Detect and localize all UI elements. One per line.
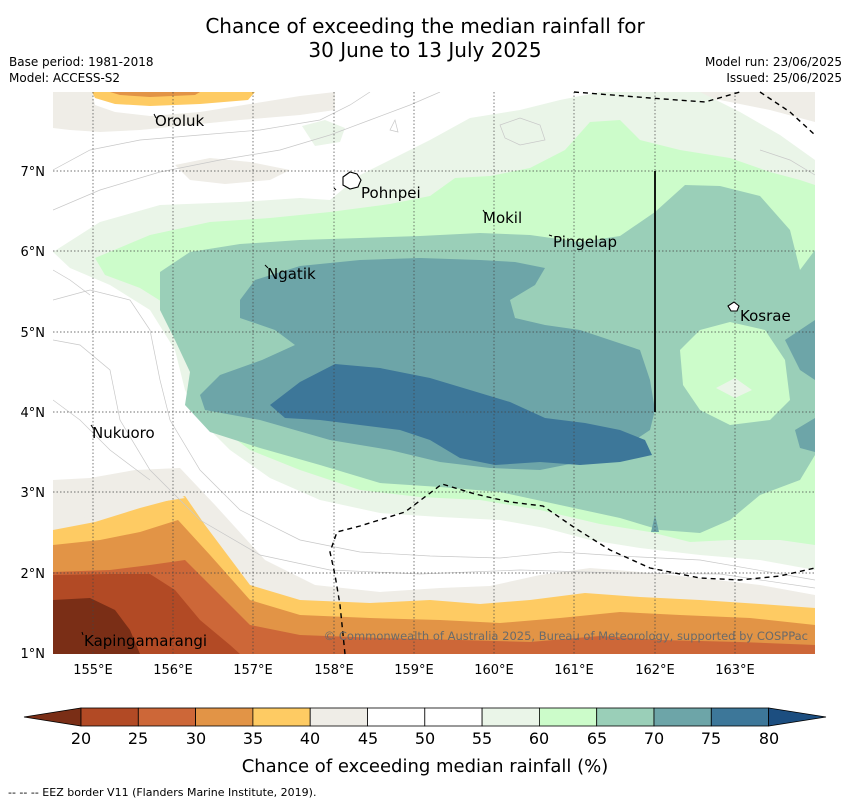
atoll-markers <box>81 113 553 636</box>
copyright-text: © Commonwealth of Australia 2025, Bureau… <box>324 629 808 643</box>
lat-label-3n: 3°N <box>21 486 46 501</box>
place-label-mokil: Mokil <box>483 209 522 227</box>
colorbar-bin-65-70 <box>596 707 655 727</box>
lon-label-158: 158°E <box>314 663 354 678</box>
colorbar-bin-25-30 <box>137 707 197 727</box>
lon-label-163: 163°E <box>715 663 755 678</box>
colorbar-title: Chance of exceeding median rainfall (%) <box>241 756 609 777</box>
colorbar-tick-65: 65 <box>586 729 608 748</box>
colorbar-tick-80: 80 <box>758 729 780 748</box>
colorbar-tick-30: 30 <box>185 729 207 748</box>
model-name: Model: ACCESS-S2 <box>9 71 121 85</box>
place-label-kapingamarangi: Kapingamarangi <box>84 632 207 650</box>
place-label-pingelap: Pingelap <box>553 233 617 251</box>
contour-below-20 <box>53 598 140 654</box>
colorbar-tick-60: 60 <box>528 729 550 748</box>
colorbar-bin-60-65 <box>539 707 598 727</box>
colorbar-bin-40-45 <box>309 707 368 727</box>
colorbar-bin-75-80 <box>710 707 769 727</box>
lat-label-1n: 1°N <box>21 647 46 662</box>
colorbar-bin-55-60 <box>481 707 540 727</box>
lon-label-157: 157°E <box>233 663 273 678</box>
colorbar-bin-70-75 <box>653 707 712 727</box>
colorbar-bin-35-40 <box>252 707 311 727</box>
lon-label-159: 159°E <box>394 663 434 678</box>
colorbar-tick-75: 75 <box>700 729 722 748</box>
place-label-pohnpei: Pohnpei <box>361 184 421 202</box>
lon-label-156: 156°E <box>153 663 193 678</box>
colorbar-bin-30-35 <box>195 707 254 727</box>
colorbar-tick-20: 20 <box>70 729 92 748</box>
contour-75-80 <box>270 364 652 465</box>
place-label-ngatik: Ngatik <box>267 265 316 283</box>
colorbar-tick-50: 50 <box>414 729 436 748</box>
issued-date: Issued: 25/06/2025 <box>726 71 842 85</box>
lat-label-7n: 7°N <box>21 165 46 180</box>
lon-label-155: 155°E <box>73 663 113 678</box>
base-period: Base period: 1981-2018 <box>9 55 154 69</box>
colorbar-tick-25: 25 <box>127 729 149 748</box>
lon-label-160: 160°E <box>474 663 514 678</box>
lon-label-161: 161°E <box>554 663 594 678</box>
lat-label-4n: 4°N <box>21 406 46 421</box>
colorbar-high-extend <box>768 707 827 727</box>
rainfall-contour-map <box>53 92 815 654</box>
lat-label-5n: 5°N <box>21 326 46 341</box>
kosrae-island-icon <box>727 301 740 312</box>
map-title-line2: 30 June to 13 July 2025 <box>308 38 542 62</box>
place-label-kosrae: Kosrae <box>740 307 791 325</box>
lat-label-2n: 2°N <box>21 567 46 582</box>
map-gridlines <box>53 92 815 654</box>
eez-border <box>329 91 816 655</box>
lon-label-162: 162°E <box>635 663 675 678</box>
eez-footnote: -- -- -- EEZ border V11 (Flanders Marine… <box>8 786 317 799</box>
colorbar-bin-20-25 <box>80 707 139 727</box>
map-title-line1: Chance of exceeding the median rainfall … <box>205 14 645 38</box>
pohnpei-island-icon <box>342 171 362 190</box>
colorbar-tick-55: 55 <box>471 729 493 748</box>
colorbar-low-extend <box>23 707 82 727</box>
colorbar-tick-40: 40 <box>299 729 321 748</box>
place-label-oroluk: Oroluk <box>155 112 204 130</box>
colorbar-bin-45-50 <box>367 707 426 727</box>
colorbar-tick-45: 45 <box>357 729 379 748</box>
colorbar-bin-50-55 <box>424 707 483 727</box>
model-run-date: Model run: 23/06/2025 <box>704 55 842 69</box>
lat-label-6n: 6°N <box>21 245 46 260</box>
colorbar-tick-70: 70 <box>643 729 665 748</box>
place-label-nukuoro: Nukuoro <box>92 424 155 442</box>
contour-25-30 <box>53 560 815 654</box>
colorbar-tick-35: 35 <box>242 729 264 748</box>
colorbar <box>23 707 827 727</box>
